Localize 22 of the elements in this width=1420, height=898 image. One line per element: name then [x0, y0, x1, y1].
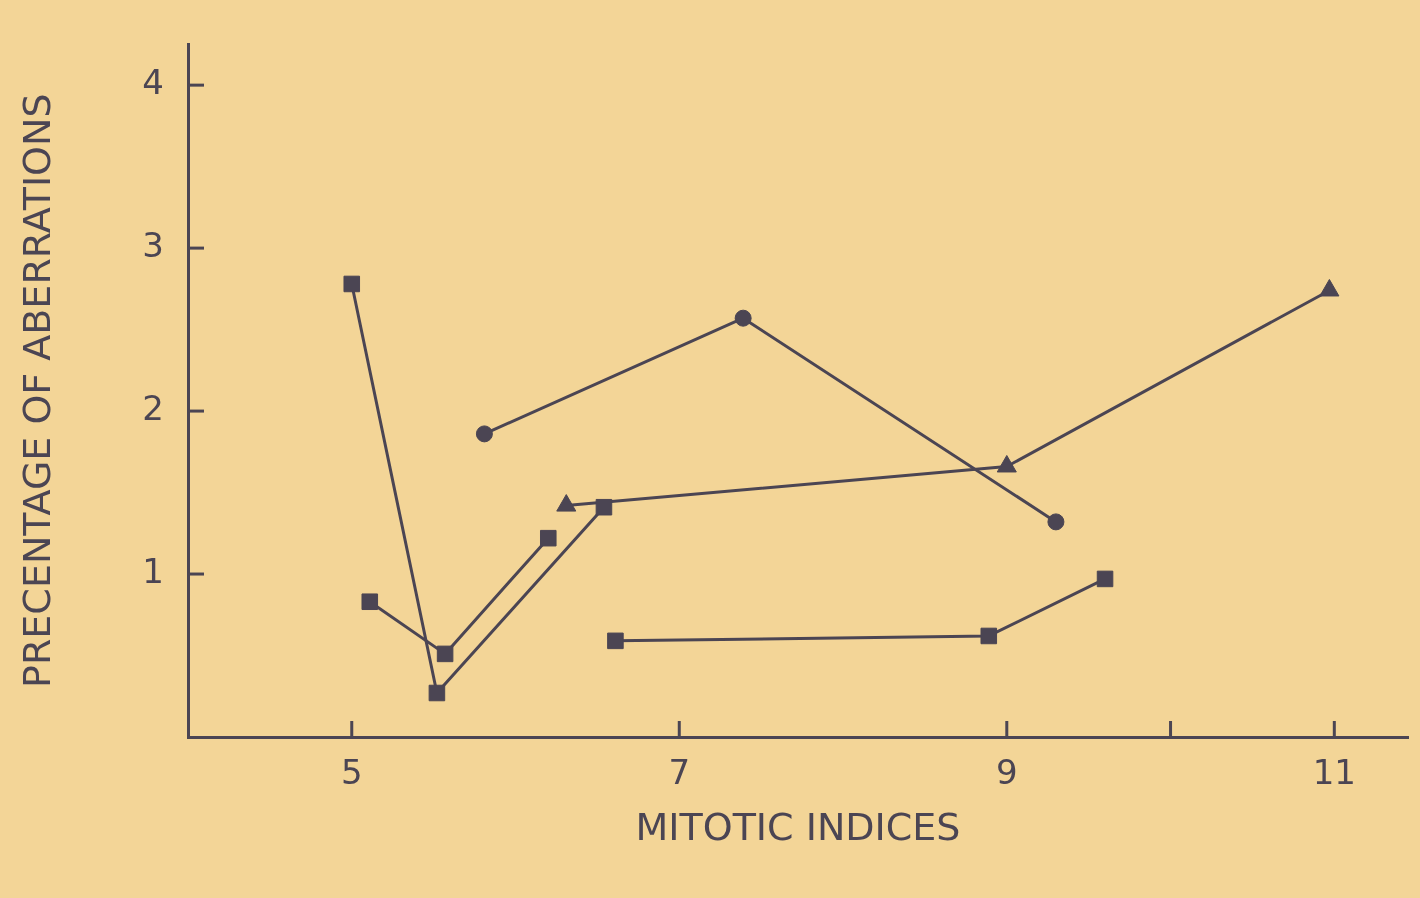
x-tick-label: 7: [668, 752, 691, 793]
point: [343, 275, 361, 293]
point: [980, 627, 998, 645]
x-axis-title: MITOTIC INDICES: [635, 805, 961, 850]
point: [428, 684, 446, 702]
point: [475, 425, 493, 443]
y-tick-label: 3: [142, 224, 164, 265]
point: [361, 593, 379, 611]
point: [607, 632, 624, 650]
y-tick-label: 2: [142, 387, 164, 428]
y-tick-label: 4: [142, 61, 164, 102]
point: [1096, 570, 1114, 588]
point: [436, 645, 454, 663]
y-axis-title: PRECENTAGE OF ABERRATIONS: [14, 93, 59, 688]
x-tick-label: 5: [340, 752, 363, 793]
point: [539, 529, 557, 547]
point: [734, 309, 752, 327]
x-tick-label: 9: [995, 752, 1018, 793]
x-tick-label: 11: [1312, 752, 1356, 793]
point: [1047, 513, 1065, 531]
y-tick-label: 1: [142, 550, 164, 591]
point: [595, 498, 613, 516]
